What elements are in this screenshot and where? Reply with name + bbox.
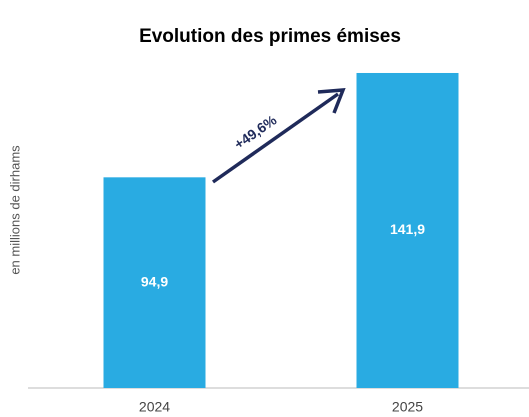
- chart-title: Evolution des primes émises: [139, 26, 401, 47]
- bar: [103, 177, 206, 388]
- x-tick-label: 2024: [139, 399, 170, 415]
- value-label: 141,9: [390, 221, 425, 237]
- annotation: +49,6%: [231, 111, 280, 152]
- growth-arrow: [211, 88, 346, 184]
- value-label: 94,9: [141, 273, 168, 289]
- arrow-head: [317, 88, 346, 114]
- bar: [356, 72, 459, 389]
- arrow-shaft: [211, 92, 340, 184]
- x-tick-label: 2025: [392, 399, 423, 415]
- y-axis-label: en millions de dirhams: [7, 145, 22, 275]
